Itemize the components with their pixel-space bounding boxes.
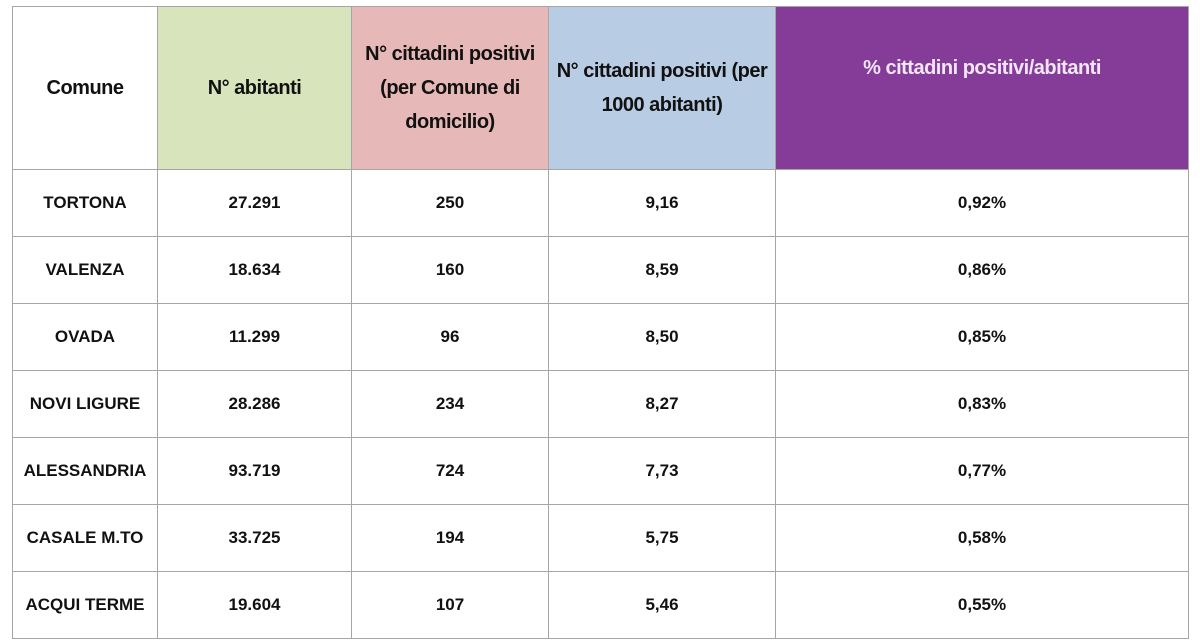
table-row: VALENZA 18.634 160 8,59 0,86% <box>12 236 1189 304</box>
value-cell: 96 <box>351 303 549 371</box>
value-cell: 5,46 <box>548 571 776 639</box>
value-cell: 5,75 <box>548 504 776 572</box>
municipality-cell: CASALE M.TO <box>12 504 158 572</box>
header-cell: N° cittadini positivi (per Comune di dom… <box>351 6 549 170</box>
value-cell: 7,73 <box>548 437 776 505</box>
table-row: CASALE M.TO 33.725 194 5,75 0,58% <box>12 504 1189 572</box>
value-cell: 724 <box>351 437 549 505</box>
value-cell: 194 <box>351 504 549 572</box>
value-cell: 28.286 <box>157 370 352 438</box>
value-cell: 8,59 <box>548 236 776 304</box>
header-cell: N° abitanti <box>157 6 352 170</box>
value-cell: 0,85% <box>775 303 1189 371</box>
data-table: Comune N° abitanti N° cittadini positivi… <box>12 6 1189 639</box>
value-cell: 9,16 <box>548 169 776 237</box>
header-cell: N° cittadini positivi (per 1000 abitanti… <box>548 6 776 170</box>
value-cell: 0,58% <box>775 504 1189 572</box>
header-row: Comune N° abitanti N° cittadini positivi… <box>12 6 1189 170</box>
value-cell: 0,86% <box>775 236 1189 304</box>
value-cell: 250 <box>351 169 549 237</box>
table-row: OVADA 11.299 96 8,50 0,85% <box>12 303 1189 371</box>
value-cell: 19.604 <box>157 571 352 639</box>
municipality-cell: ALESSANDRIA <box>12 437 158 505</box>
value-cell: 8,27 <box>548 370 776 438</box>
municipality-cell: ACQUI TERME <box>12 571 158 639</box>
value-cell: 0,83% <box>775 370 1189 438</box>
table-header: Comune N° abitanti N° cittadini positivi… <box>12 6 1189 170</box>
municipality-cell: OVADA <box>12 303 158 371</box>
table-body: TORTONA 27.291 250 9,16 0,92% VALENZA 18.634 16… <box>12 169 1189 639</box>
header-cell: Comune <box>12 6 158 170</box>
value-cell: 107 <box>351 571 549 639</box>
value-cell: 0,77% <box>775 437 1189 505</box>
value-cell: 27.291 <box>157 169 352 237</box>
value-cell: 93.719 <box>157 437 352 505</box>
municipality-cell: VALENZA <box>12 236 158 304</box>
value-cell: 234 <box>351 370 549 438</box>
value-cell: 160 <box>351 236 549 304</box>
table-row: NOVI LIGURE 28.286 234 8,27 0,83% <box>12 370 1189 438</box>
value-cell: 11.299 <box>157 303 352 371</box>
municipality-cell: TORTONA <box>12 169 158 237</box>
municipality-cell: NOVI LIGURE <box>12 370 158 438</box>
value-cell: 8,50 <box>548 303 776 371</box>
value-cell: 0,92% <box>775 169 1189 237</box>
table-row: TORTONA 27.291 250 9,16 0,92% <box>12 169 1189 237</box>
value-cell: 18.634 <box>157 236 352 304</box>
value-cell: 33.725 <box>157 504 352 572</box>
table-row: ACQUI TERME 19.604 107 5,46 0,55% <box>12 571 1189 639</box>
header-cell: % cittadini positivi/abitanti <box>775 6 1189 170</box>
value-cell: 0,55% <box>775 571 1189 639</box>
table-row: ALESSANDRIA 93.719 724 7,73 0,77% <box>12 437 1189 505</box>
